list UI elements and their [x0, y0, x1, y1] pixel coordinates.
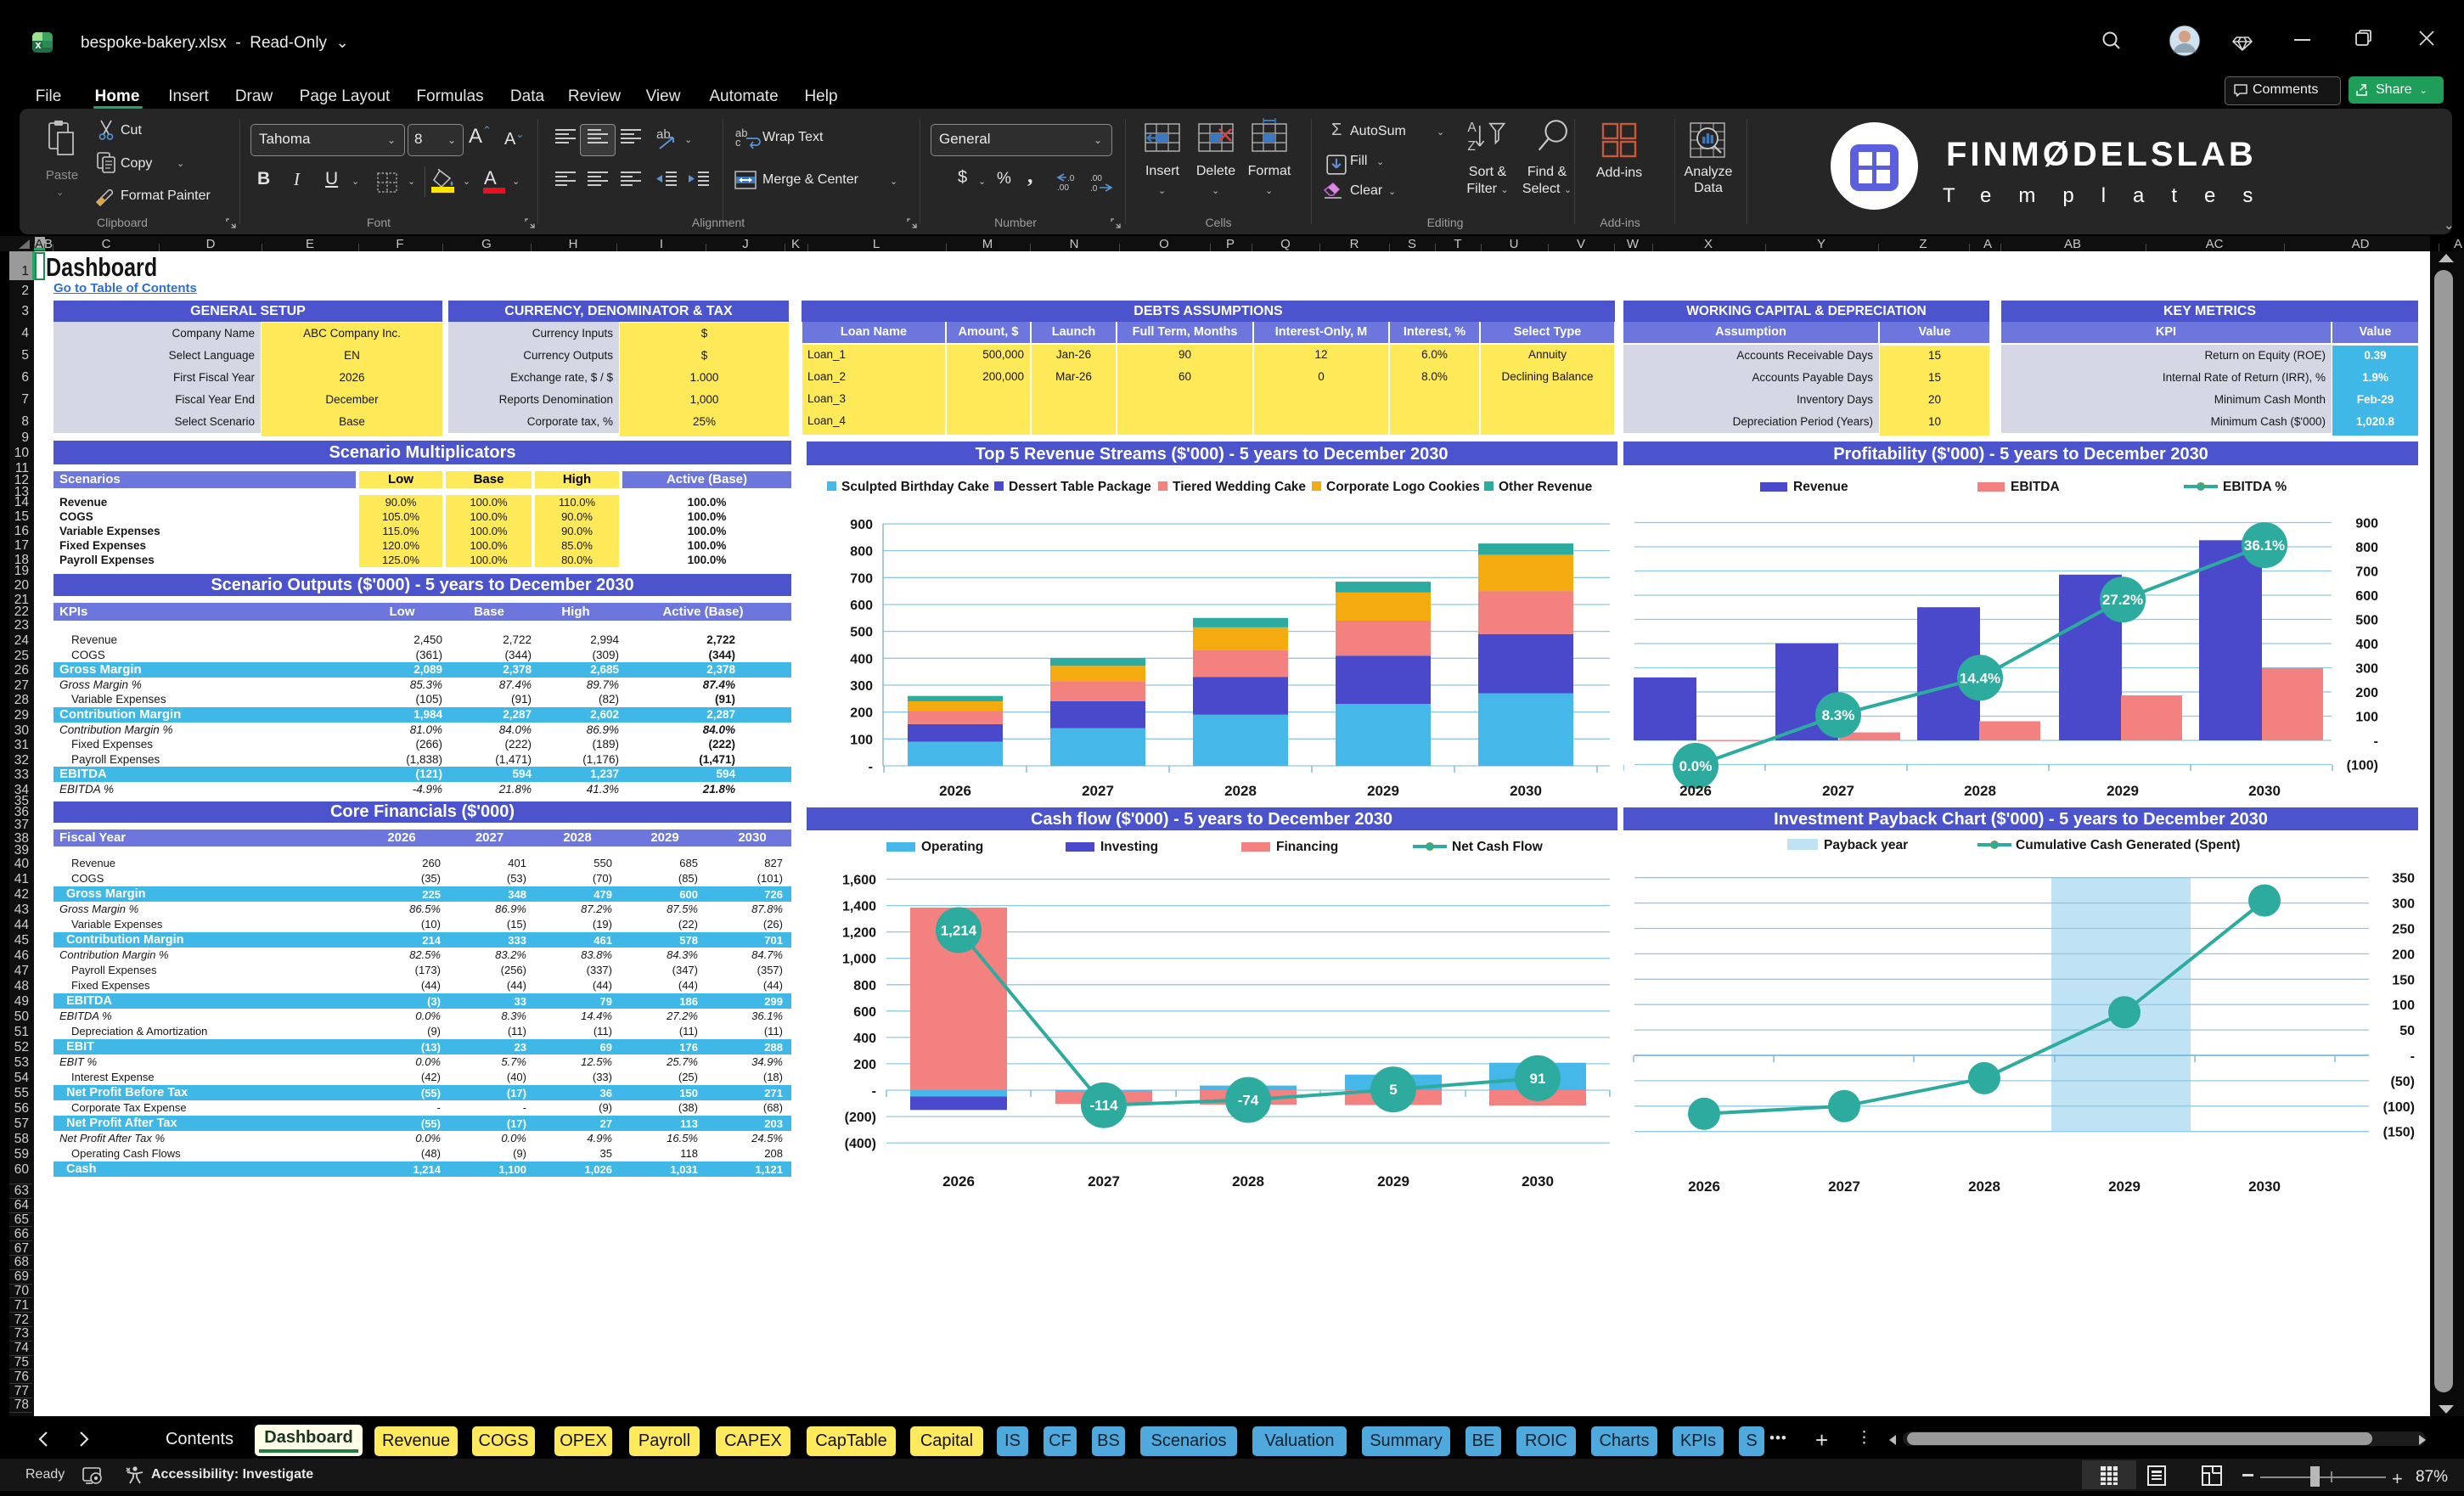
svg-text:-: -: [2374, 734, 2378, 749]
svg-text:300: 300: [850, 679, 873, 694]
svg-text:300: 300: [2355, 662, 2378, 677]
svg-text:8.3%: 8.3%: [1822, 707, 1855, 723]
svg-text:2030: 2030: [1510, 783, 1542, 799]
svg-text:2030: 2030: [2248, 1178, 2281, 1195]
svg-text:.00: .00: [1057, 183, 1069, 192]
svg-text:200: 200: [2355, 686, 2378, 700]
svg-text:800: 800: [2355, 541, 2378, 555]
svg-text:-: -: [869, 760, 873, 774]
svg-text:0.0%: 0.0%: [1679, 758, 1713, 774]
svg-text:900: 900: [850, 518, 873, 532]
svg-text:200: 200: [2392, 948, 2415, 962]
svg-text:(400): (400): [845, 1137, 876, 1151]
svg-text:Cash flow ($'000) - 5 years to: Cash flow ($'000) - 5 years to December …: [1031, 810, 1392, 829]
svg-text:Corporate Logo Cookies: Corporate Logo Cookies: [1326, 480, 1480, 494]
svg-text:1,200: 1,200: [842, 926, 876, 941]
svg-text:600: 600: [850, 599, 873, 613]
svg-text:100: 100: [850, 733, 873, 747]
svg-text:1,214: 1,214: [941, 922, 977, 938]
svg-text:2026: 2026: [1688, 1178, 1720, 1195]
svg-text:EBITDA %: EBITDA %: [2223, 480, 2287, 494]
svg-text:400: 400: [853, 1032, 876, 1046]
svg-text:100: 100: [2392, 998, 2415, 1013]
svg-text:2029: 2029: [2108, 1178, 2141, 1195]
svg-text:36.1%: 36.1%: [2244, 537, 2285, 554]
svg-text:Tiered Wedding Cake: Tiered Wedding Cake: [1173, 480, 1306, 494]
svg-text:Operating: Operating: [921, 840, 983, 854]
svg-text:900: 900: [2355, 517, 2378, 531]
svg-text:2027: 2027: [1822, 783, 1854, 799]
svg-text:.00: .00: [1090, 174, 1102, 183]
svg-text:Revenue: Revenue: [1793, 480, 1848, 494]
svg-text:Profitability ($'000) - 5 year: Profitability ($'000) - 5 years to Decem…: [1833, 445, 2208, 464]
svg-text:Financing: Financing: [1276, 840, 1338, 854]
svg-text:350: 350: [2392, 872, 2415, 886]
svg-text:Cumulative Cash Generated (Spe: Cumulative Cash Generated (Spent): [2016, 838, 2240, 852]
svg-text:2029: 2029: [1377, 1173, 1409, 1189]
svg-text:2030: 2030: [1522, 1173, 1554, 1189]
svg-text:400: 400: [2355, 638, 2378, 652]
svg-text:2029: 2029: [1367, 783, 1399, 799]
svg-text:1,600: 1,600: [842, 874, 876, 888]
svg-text:800: 800: [850, 545, 873, 560]
svg-text:Investment Payback Chart ($'00: Investment Payback Chart ($'000) - 5 yea…: [1774, 810, 2268, 829]
svg-text:.0: .0: [1067, 174, 1075, 183]
svg-text:500: 500: [850, 626, 873, 640]
svg-text:.0: .0: [1090, 184, 1098, 192]
svg-text:700: 700: [850, 571, 873, 586]
svg-text:600: 600: [853, 1005, 876, 1020]
svg-text:400: 400: [850, 652, 873, 666]
svg-text:200: 200: [850, 706, 873, 721]
svg-text:-: -: [2411, 1049, 2415, 1064]
svg-text:2028: 2028: [1964, 783, 1996, 799]
svg-text:2026: 2026: [942, 1173, 975, 1189]
svg-text:200: 200: [853, 1058, 876, 1072]
svg-text:Net Cash Flow: Net Cash Flow: [1452, 840, 1544, 854]
svg-text:(150): (150): [2383, 1126, 2415, 1140]
svg-text:(200): (200): [845, 1111, 876, 1125]
svg-text:2027: 2027: [1088, 1173, 1120, 1189]
svg-text:600: 600: [2355, 589, 2378, 604]
svg-text:2028: 2028: [1224, 783, 1257, 799]
svg-text:150: 150: [2392, 973, 2415, 987]
svg-text:2028: 2028: [1968, 1178, 2000, 1195]
svg-text:-74: -74: [1238, 1092, 1259, 1108]
svg-text:2027: 2027: [1828, 1178, 1860, 1195]
svg-text:x: x: [35, 38, 42, 51]
svg-text:2026: 2026: [939, 783, 971, 799]
svg-text:1,000: 1,000: [842, 953, 876, 967]
svg-text:Payback year: Payback year: [1824, 838, 1908, 852]
svg-text:Z: Z: [1467, 139, 1476, 154]
svg-text:500: 500: [2355, 614, 2378, 628]
svg-text:(100): (100): [2347, 759, 2378, 773]
svg-text:5: 5: [1389, 1082, 1397, 1098]
svg-text:100: 100: [2355, 711, 2378, 725]
svg-text:27.2%: 27.2%: [2102, 592, 2143, 608]
svg-text:2029: 2029: [2107, 783, 2139, 799]
svg-text:14.4%: 14.4%: [1960, 670, 2000, 686]
svg-text:250: 250: [2392, 923, 2415, 937]
svg-text:50: 50: [2399, 1024, 2415, 1038]
svg-text:(100): (100): [2383, 1100, 2415, 1115]
svg-text:A: A: [1467, 121, 1477, 135]
svg-text:300: 300: [2392, 897, 2415, 912]
svg-text:2028: 2028: [1232, 1173, 1264, 1189]
svg-text:(50): (50): [2391, 1075, 2415, 1089]
svg-text:Sculpted Birthday Cake: Sculpted Birthday Cake: [841, 480, 989, 494]
svg-text:800: 800: [853, 979, 876, 993]
svg-text:2030: 2030: [2248, 783, 2281, 799]
svg-text:1,400: 1,400: [842, 900, 876, 914]
svg-text:2027: 2027: [1082, 783, 1114, 799]
svg-text:91: 91: [1530, 1071, 1546, 1087]
svg-text:-114: -114: [1089, 1098, 1118, 1114]
svg-text:Other Revenue: Other Revenue: [1499, 480, 1593, 494]
svg-text:-: -: [872, 1084, 876, 1099]
svg-text:Dessert Table Package: Dessert Table Package: [1009, 480, 1151, 494]
svg-text:700: 700: [2355, 565, 2378, 580]
svg-text:Investing: Investing: [1100, 840, 1158, 854]
svg-text:2026: 2026: [1679, 783, 1712, 799]
svg-text:EBITDA: EBITDA: [2011, 480, 2060, 494]
svg-text:Top 5 Revenue Streams ($'000): Top 5 Revenue Streams ($'000) - 5 years …: [976, 445, 1449, 464]
